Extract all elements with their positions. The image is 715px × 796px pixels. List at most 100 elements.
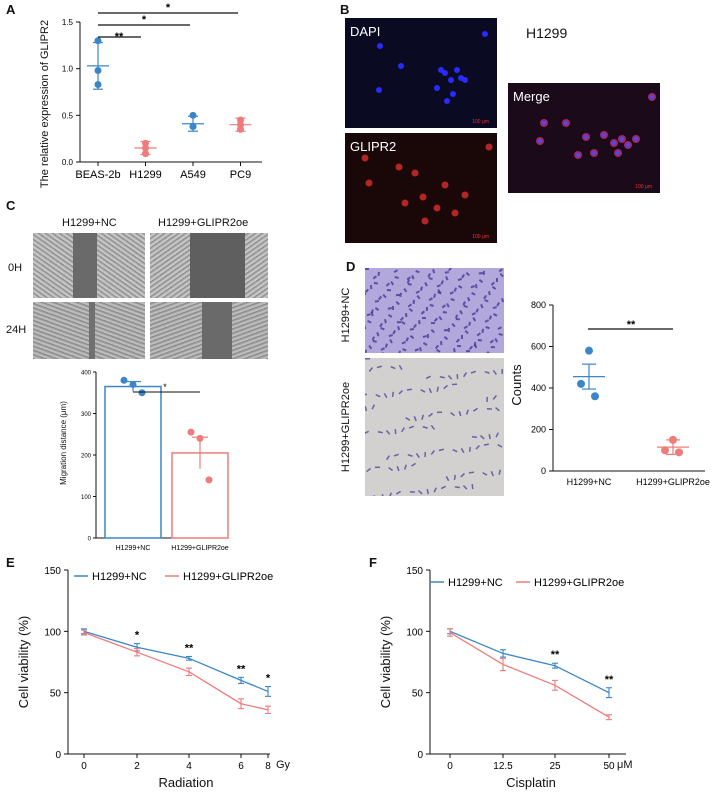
- tw-nc-cell: [496, 302, 500, 307]
- tw-nc-cell: [501, 298, 504, 303]
- dapi-nucleus: [444, 98, 450, 104]
- sig-c: *: [163, 382, 167, 392]
- tw-nc-cell: [389, 339, 393, 344]
- tw-oe-cell: [395, 490, 402, 495]
- tw-nc-cell: [424, 282, 428, 287]
- tw-oe-cell: [409, 491, 415, 493]
- tw-nc-cell: [428, 297, 433, 302]
- e-ytick-label: 50: [50, 689, 62, 700]
- tw-nc-cell: [371, 312, 374, 317]
- f-ytick-label: 150: [406, 566, 423, 577]
- panel-f-chart: Cell viability (%) Cisplatin μM 0 50 100 15…: [378, 566, 633, 790]
- d-xtick-label: H1299+GLIPR2oe: [636, 477, 710, 487]
- tw-nc-cell: [464, 329, 469, 335]
- d-point: [591, 392, 599, 401]
- tw-nc-cell: [401, 341, 406, 345]
- tw-oe-cell: [492, 395, 498, 400]
- tw-oe-cell: [425, 375, 431, 380]
- tw-oe-cell: [422, 426, 428, 429]
- tw-nc-cell: [419, 346, 422, 352]
- tw-nc-cell: [456, 345, 461, 348]
- merge-nucleus: [650, 95, 654, 99]
- tw-oe-cell: [483, 443, 489, 446]
- tw-oe-cell: [413, 416, 417, 422]
- legend-f-nc: H1299+NC: [448, 577, 503, 589]
- tw-oe-cell: [465, 409, 469, 415]
- tw-oe-cell: [490, 471, 494, 477]
- tw-nc-cell: [412, 299, 416, 304]
- tw-oe-cell: [391, 391, 394, 397]
- merge-nucleus: [612, 141, 616, 145]
- legend-f-oe: H1299+GLIPR2oe: [534, 577, 624, 589]
- a-xtick-label: H1299: [129, 169, 161, 181]
- tw-oe-cell: [398, 389, 403, 395]
- d-ytick-label: 600: [531, 342, 546, 352]
- tw-oe-cell: [417, 490, 423, 495]
- a-point: [189, 123, 197, 131]
- tw-nc-cell: [475, 308, 479, 313]
- merge-nucleus: [634, 137, 638, 141]
- tw-oe-cell: [390, 366, 396, 370]
- tw-nc-cell: [365, 325, 367, 330]
- tw-nc-cell: [449, 291, 454, 295]
- panel-e-chart: Cell viability (%) Radiation Gy 0 50 100 15…: [16, 566, 291, 790]
- tw-oe-cell: [408, 425, 414, 429]
- tw-nc-cell: [421, 317, 426, 320]
- tw-oe-cell: [436, 386, 439, 392]
- sig-a-2: *: [142, 14, 147, 26]
- tw-nc-cell: [465, 350, 470, 353]
- tw-nc-cell: [432, 269, 436, 274]
- a-point: [189, 111, 197, 119]
- tw-oe-cell: [396, 466, 400, 472]
- f-series-line: [449, 630, 610, 694]
- d-ytick-label: 200: [531, 425, 546, 435]
- sig-a-3: *: [166, 2, 171, 14]
- panel-letter-c: C: [6, 198, 16, 213]
- tw-nc-cell: [455, 338, 460, 343]
- f-series-line: [449, 632, 610, 718]
- tw-nc-cell: [418, 320, 421, 325]
- glipr2-cell: [365, 179, 373, 187]
- tw-nc-cell: [484, 299, 489, 303]
- tw-nc-cell: [445, 276, 449, 281]
- tw-nc-cell: [430, 322, 435, 325]
- d-xtick-label: H1299+NC: [567, 477, 612, 487]
- e-xtick-label: 4: [186, 761, 192, 772]
- tw-oe-cell: [375, 394, 381, 398]
- tw-nc-cell: [498, 333, 503, 336]
- tw-nc-cell: [405, 337, 409, 342]
- c-point: [138, 389, 146, 397]
- tw-oe-cell: [365, 430, 369, 435]
- a-xtick-label: A549: [180, 169, 206, 181]
- tw-oe-cell: [447, 375, 453, 380]
- merge-nucleus: [616, 151, 620, 155]
- tw-nc-cell: [467, 297, 471, 302]
- tw-nc-cell: [397, 326, 401, 331]
- tw-oe-cell: [468, 446, 471, 452]
- tw-nc-cell: [395, 301, 400, 306]
- d-point: [669, 435, 677, 444]
- tw-nc-cell: [438, 316, 443, 321]
- merge-nucleus: [602, 133, 606, 137]
- tw-nc-cell: [399, 292, 403, 297]
- tw-oe-cell: [439, 376, 445, 379]
- tw-oe-cell: [424, 451, 426, 457]
- tw-nc-cell: [440, 341, 443, 346]
- dapi-image: DAPI 100 µm: [345, 18, 497, 128]
- tw-oe-cell: [501, 368, 503, 374]
- c-row1-label: 0H: [8, 262, 23, 274]
- f-ytick-label: 50: [412, 689, 424, 700]
- d-ytick-label: 0: [541, 466, 546, 476]
- tw-oe-cell: [471, 484, 474, 490]
- tw-nc-cell: [407, 283, 412, 286]
- glipr2-cell: [395, 163, 403, 171]
- tw-oe-cell: [456, 373, 459, 380]
- tw-nc-cell: [365, 268, 369, 270]
- wound-oe-0h: [150, 233, 268, 298]
- tw-nc-cell: [476, 332, 481, 337]
- tw-oe-cell: [388, 467, 394, 472]
- tw-nc-cell: [366, 313, 371, 317]
- merge-nucleus: [538, 139, 542, 143]
- tw-oe-cell: [486, 396, 488, 402]
- glipr2-image: GLIPR2 100 µm: [345, 133, 497, 243]
